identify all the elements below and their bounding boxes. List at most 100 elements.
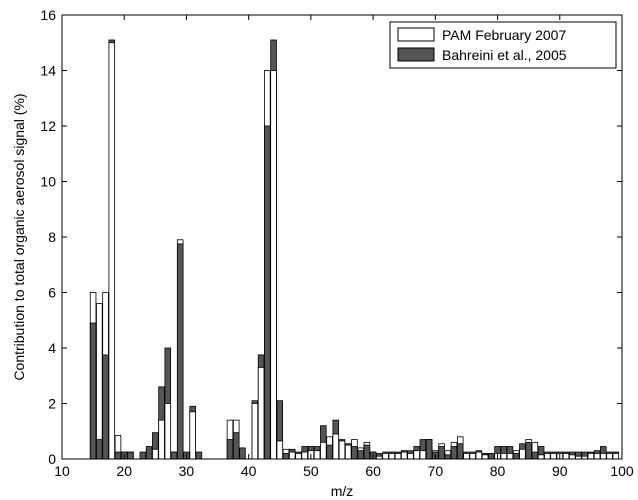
y-tick-label: 14 — [40, 63, 56, 79]
bar-pam-mz-87 — [537, 454, 545, 460]
y-tick-label: 8 — [48, 229, 56, 245]
bar-pam-mz-88 — [544, 453, 551, 460]
bar-pam-mz-42 — [257, 367, 265, 460]
x-tick-label: 80 — [490, 463, 506, 479]
bar-bahreini-mz-83 — [512, 453, 520, 460]
bar-pam-mz-63 — [388, 453, 396, 460]
bar-pam-mz-55 — [338, 440, 346, 460]
bar-pam-mz-77 — [475, 451, 483, 460]
x-tick-label: 100 — [610, 463, 634, 479]
bar-bahreini-mz-16 — [96, 439, 103, 460]
bar-pam-mz-68 — [419, 450, 427, 460]
bar-pam-mz-44 — [270, 70, 277, 460]
bar-pam-mz-45 — [276, 440, 284, 460]
bar-pam-mz-95 — [587, 453, 595, 460]
bar-bahreini-mz-71 — [438, 446, 445, 460]
legend-label-pam: PAM February 2007 — [442, 27, 566, 43]
y-axis-label: Contribution to total organic aerosol si… — [11, 93, 27, 380]
y-tick-label: 0 — [48, 451, 56, 467]
bar-bahreini-mz-85 — [525, 441, 532, 460]
y-tick-label: 4 — [48, 340, 56, 356]
bar-pam-mz-54 — [332, 433, 340, 460]
bar-pam-mz-67 — [413, 450, 420, 460]
bar-pam-mz-84 — [519, 448, 526, 460]
bar-pam-mz-97 — [600, 453, 607, 460]
bar-bahreini-mz-43 — [264, 125, 271, 460]
bar-pam-mz-91 — [562, 453, 570, 460]
bar-pam-mz-31 — [189, 411, 196, 460]
bar-bahreini-mz-19 — [114, 451, 122, 460]
x-tick-label: 20 — [116, 463, 132, 479]
bar-pam-mz-78 — [481, 454, 489, 460]
bar-bahreini-mz-69 — [425, 439, 433, 460]
bar-bahreini-mz-86 — [531, 451, 539, 460]
bar-pam-mz-26 — [158, 419, 165, 460]
bar-bahreini-mz-28 — [170, 451, 178, 460]
bar-pam-mz-75 — [463, 453, 470, 460]
bar-bahreini-mz-39 — [239, 447, 246, 460]
bar-bahreini-mz-58 — [357, 450, 364, 460]
x-tick-label: 40 — [241, 463, 257, 479]
legend-swatch-pam — [397, 27, 435, 42]
y-tick-label: 16 — [40, 7, 56, 23]
bar-bahreini-mz-72 — [444, 454, 452, 460]
bar-bahreini-mz-46 — [282, 453, 290, 460]
bar-pam-mz-96 — [593, 453, 601, 460]
legend-swatch-bahreini — [397, 47, 435, 62]
bar-pam-mz-81 — [500, 453, 508, 460]
y-tick-label: 10 — [40, 174, 56, 190]
bar-pam-mz-27 — [164, 403, 172, 460]
ticks-layer: 10 20 30 40 50 60 70 80 90 100 0 2 4 6 8 10 12 14 16 — [40, 7, 633, 479]
bar-bahreini-mz-73 — [450, 446, 458, 460]
bar-bahreini-mz-74 — [456, 443, 464, 460]
x-tick-label: 50 — [303, 463, 319, 479]
bar-bahreini-mz-37 — [226, 439, 234, 460]
bar-pam-mz-18 — [108, 42, 116, 460]
bar-pam-mz-82 — [506, 453, 514, 460]
bar-bahreini-mz-32 — [195, 451, 203, 460]
bar-pam-mz-52 — [320, 441, 327, 460]
bar-bahreini-mz-21 — [127, 451, 134, 460]
y-tick-label: 6 — [48, 285, 56, 301]
bar-pam-mz-41 — [251, 403, 259, 460]
bar-bahreini-mz-53 — [326, 444, 333, 460]
bar-bahreini-mz-38 — [232, 432, 240, 460]
bar-pam-mz-99 — [612, 453, 620, 460]
legend: PAM February 2007 Bahreini et al., 2005 — [389, 21, 617, 69]
plot-frame — [61, 14, 623, 460]
bar-pam-mz-66 — [407, 453, 414, 460]
bar-pam-mz-64 — [394, 453, 402, 460]
bar-pam-mz-47 — [288, 451, 296, 460]
x-tick-label: 30 — [179, 463, 195, 479]
x-tick-label: 60 — [365, 463, 381, 479]
bar-pam-mz-25 — [152, 448, 159, 460]
bar-bahreini-mz-17 — [102, 354, 109, 460]
bar-pam-mz-49 — [301, 451, 308, 460]
bar-pam-mz-62 — [382, 453, 389, 460]
y-tick-label: 12 — [40, 118, 56, 134]
legend-label-bahreini: Bahreini et al., 2005 — [442, 47, 567, 63]
bar-pam-mz-48 — [295, 453, 302, 460]
bar-bahreini-mz-57 — [351, 446, 358, 460]
bar-pam-mz-76 — [469, 453, 476, 460]
x-axis-label: m/z — [331, 483, 354, 499]
bar-bahreini-mz-24 — [145, 446, 153, 460]
bars-layer — [89, 39, 620, 460]
x-tick-label: 10 — [54, 463, 70, 479]
bar-bahreini-mz-23 — [139, 451, 147, 460]
bar-bahreini-mz-79 — [488, 453, 495, 460]
bar-bahreini-mz-29 — [176, 243, 184, 460]
bar-pam-mz-56 — [344, 444, 352, 460]
x-tick-label: 70 — [428, 463, 444, 479]
bar-bahreini-mz-59 — [363, 444, 371, 460]
bar-pam-mz-98 — [606, 453, 613, 460]
bar-bahreini-mz-15 — [89, 322, 97, 460]
bar-pam-mz-92 — [568, 454, 576, 460]
bar-pam-mz-16 — [96, 303, 103, 460]
y-tick-label: 2 — [48, 396, 56, 412]
bar-pam-mz-89 — [550, 453, 557, 460]
bar-pam-mz-65 — [400, 451, 408, 460]
bar-pam-mz-51 — [313, 450, 321, 460]
x-tick-label: 90 — [552, 463, 568, 479]
